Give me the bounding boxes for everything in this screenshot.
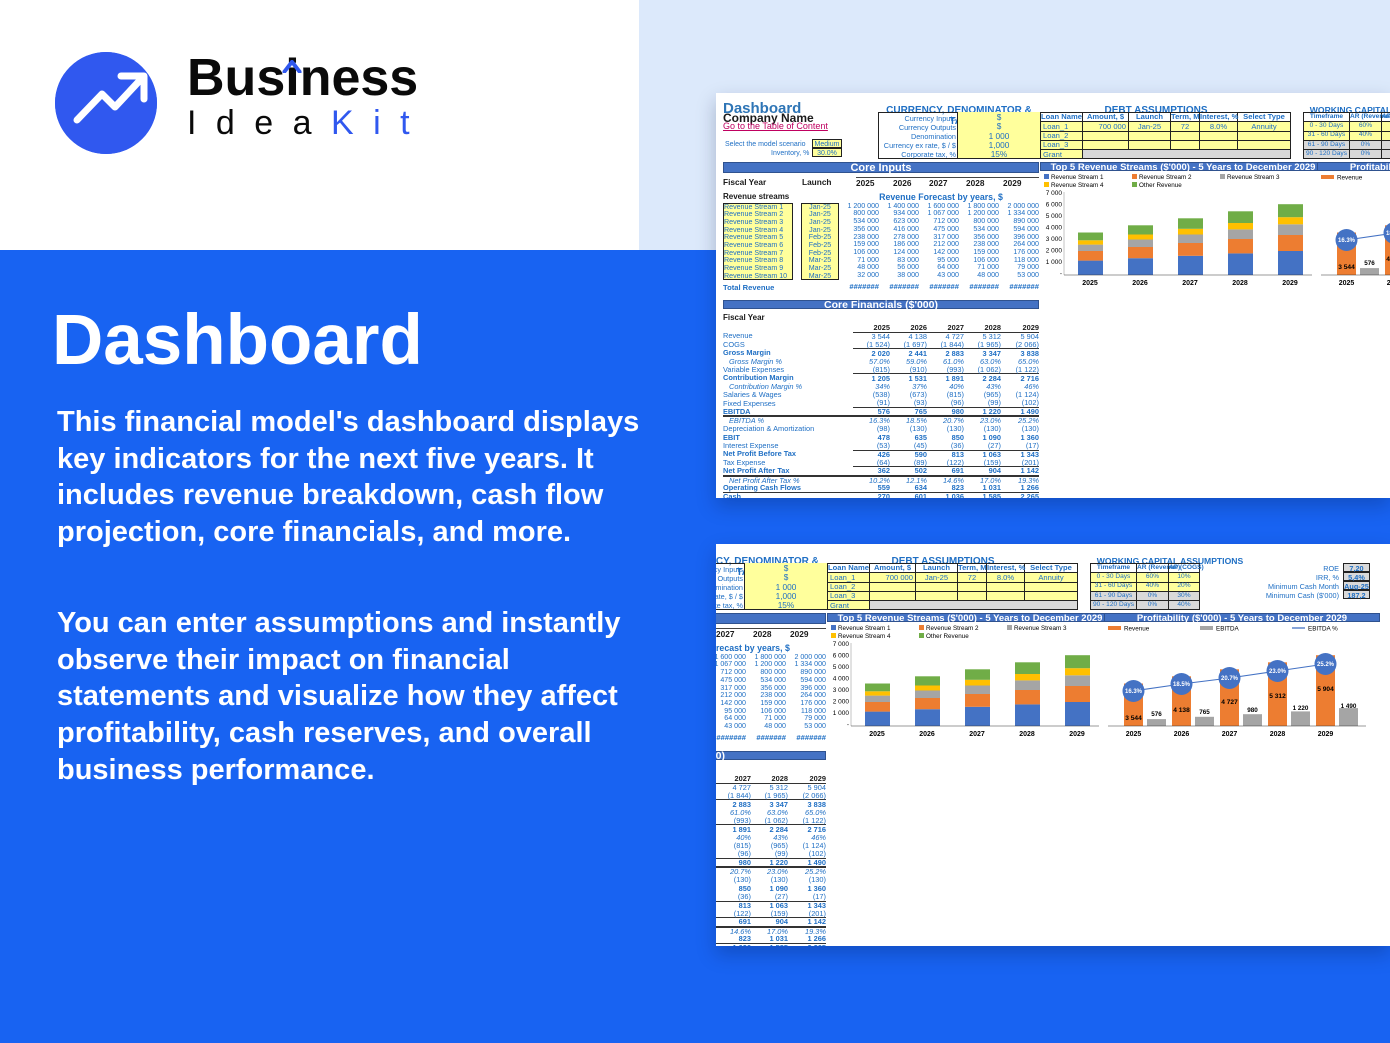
svg-text:1 220: 1 220: [1293, 705, 1309, 712]
svg-text:1 000: 1 000: [1046, 259, 1063, 266]
svg-text:EBITDA %: EBITDA %: [1308, 626, 1338, 633]
svg-text:23.0%: 23.0%: [1269, 669, 1287, 675]
svg-text:6 000: 6 000: [1046, 202, 1063, 209]
svg-text:-: -: [1060, 271, 1062, 278]
svg-text:3 544: 3 544: [1125, 715, 1142, 722]
svg-text:2025: 2025: [1339, 280, 1355, 287]
svg-text:2026: 2026: [919, 731, 935, 738]
svg-text:18.5%: 18.5%: [1386, 231, 1390, 237]
svg-text:20.7%: 20.7%: [1221, 676, 1239, 682]
svg-text:Revenue Stream 2: Revenue Stream 2: [926, 625, 979, 632]
svg-text:7 000: 7 000: [1046, 190, 1063, 197]
svg-text:Revenue: Revenue: [1337, 175, 1363, 182]
svg-text:3 544: 3 544: [1338, 264, 1355, 271]
svg-text:Revenue Stream 4: Revenue Stream 4: [838, 633, 891, 640]
svg-text:2027: 2027: [1182, 280, 1198, 287]
svg-text:4 138: 4 138: [1173, 707, 1190, 714]
svg-text:16.3%: 16.3%: [1338, 238, 1356, 244]
svg-text:Revenue Stream 4: Revenue Stream 4: [1051, 182, 1104, 189]
svg-text:5 000: 5 000: [833, 664, 850, 671]
svg-text:2027: 2027: [1222, 731, 1238, 738]
svg-text:980: 980: [1247, 707, 1258, 714]
svg-text:Other Revenue: Other Revenue: [1139, 182, 1182, 189]
svg-text:4 000: 4 000: [1046, 225, 1063, 232]
svg-text:2025: 2025: [869, 731, 885, 738]
svg-text:576: 576: [1151, 711, 1162, 718]
svg-text:3 000: 3 000: [833, 687, 850, 694]
svg-text:Revenue Stream 1: Revenue Stream 1: [1051, 174, 1104, 181]
svg-text:4 727: 4 727: [1221, 699, 1238, 706]
svg-text:2029: 2029: [1318, 731, 1334, 738]
svg-text:7 000: 7 000: [833, 641, 850, 648]
svg-text:5 000: 5 000: [1046, 213, 1063, 220]
svg-text:2028: 2028: [1270, 731, 1286, 738]
svg-text:2 000: 2 000: [1046, 248, 1063, 255]
svg-text:Other Revenue: Other Revenue: [926, 633, 969, 640]
svg-text:576: 576: [1364, 260, 1375, 267]
svg-text:Revenue Stream 2: Revenue Stream 2: [1139, 174, 1192, 181]
svg-text:-: -: [847, 722, 849, 729]
svg-text:1 490: 1 490: [1341, 703, 1357, 710]
svg-text:2028: 2028: [1232, 280, 1248, 287]
svg-text:Revenue: Revenue: [1124, 626, 1150, 633]
svg-text:Revenue Stream 3: Revenue Stream 3: [1227, 174, 1280, 181]
svg-text:6 000: 6 000: [833, 653, 850, 660]
svg-text:2025: 2025: [1126, 731, 1142, 738]
svg-text:2029: 2029: [1282, 280, 1298, 287]
svg-text:5 312: 5 312: [1269, 693, 1286, 700]
svg-text:Revenue Stream 1: Revenue Stream 1: [838, 625, 891, 632]
svg-text:1 000: 1 000: [833, 710, 850, 717]
svg-text:2028: 2028: [1019, 731, 1035, 738]
svg-text:765: 765: [1199, 709, 1210, 716]
svg-text:2 000: 2 000: [833, 699, 850, 706]
svg-text:EBITDA: EBITDA: [1216, 626, 1240, 633]
svg-text:2029: 2029: [1069, 731, 1085, 738]
svg-text:2026: 2026: [1132, 280, 1148, 287]
svg-text:2027: 2027: [969, 731, 985, 738]
svg-text:2025: 2025: [1082, 280, 1098, 287]
svg-text:4 138: 4 138: [1386, 256, 1390, 263]
svg-text:3 000: 3 000: [1046, 236, 1063, 243]
svg-text:18.5%: 18.5%: [1173, 682, 1191, 688]
svg-text:5 904: 5 904: [1317, 686, 1334, 693]
svg-text:2026: 2026: [1174, 731, 1190, 738]
svg-text:Revenue Stream 3: Revenue Stream 3: [1014, 625, 1067, 632]
svg-text:4 000: 4 000: [833, 676, 850, 683]
svg-text:25.2%: 25.2%: [1317, 662, 1335, 668]
svg-text:16.3%: 16.3%: [1125, 689, 1143, 695]
